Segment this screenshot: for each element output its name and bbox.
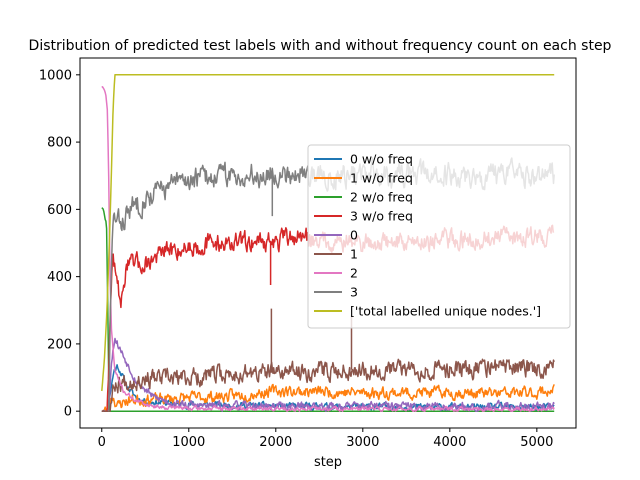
x-tick-label: 2000 <box>259 435 292 450</box>
legend-label-2-w-o-freq: 2 w/o freq <box>350 190 413 205</box>
series-line-total-labelled-unique-nodes <box>101 74 555 392</box>
x-tick-label: 4000 <box>433 435 466 450</box>
legend-label-3: 3 <box>350 285 358 300</box>
x-axis-label: step <box>314 455 342 470</box>
series-line-2 <box>101 86 555 412</box>
y-tick-label: 800 <box>47 136 72 151</box>
y-tick-label: 0 <box>64 405 72 420</box>
x-tick-label: 3000 <box>346 435 379 450</box>
chart-title: Distribution of predicted test labels wi… <box>29 38 612 54</box>
x-tick-label: 0 <box>98 435 106 450</box>
legend-box <box>307 144 571 329</box>
y-tick-label: 1000 <box>39 68 72 83</box>
x-axis: 0 1000 2000 3000 4000 5000 <box>98 428 553 450</box>
y-tick-label: 200 <box>47 337 72 352</box>
legend: 0 w/o freq 1 w/o freq 2 w/o freq 3 w/o freq… <box>307 144 571 329</box>
legend-label-2: 2 <box>350 266 358 281</box>
legend-label-0: 0 <box>350 228 358 243</box>
y-axis: 0 200 400 600 800 1000 <box>39 68 80 420</box>
x-tick-label: 5000 <box>520 435 553 450</box>
legend-label-1: 1 <box>350 247 358 262</box>
legend-label-0-w-o-freq: 0 w/o freq <box>350 152 413 167</box>
plot-frame <box>79 57 577 429</box>
legend-label-3-w-o-freq: 3 w/o freq <box>350 209 413 224</box>
legend-label-total-labelled-unique-nodes: ['total labelled unique nodes.'] <box>350 304 541 319</box>
y-tick-label: 400 <box>47 270 72 285</box>
legend-label-1-w-o-freq: 1 w/o freq <box>350 171 413 186</box>
x-tick-label: 1000 <box>172 435 205 450</box>
y-tick-label: 600 <box>47 203 72 218</box>
